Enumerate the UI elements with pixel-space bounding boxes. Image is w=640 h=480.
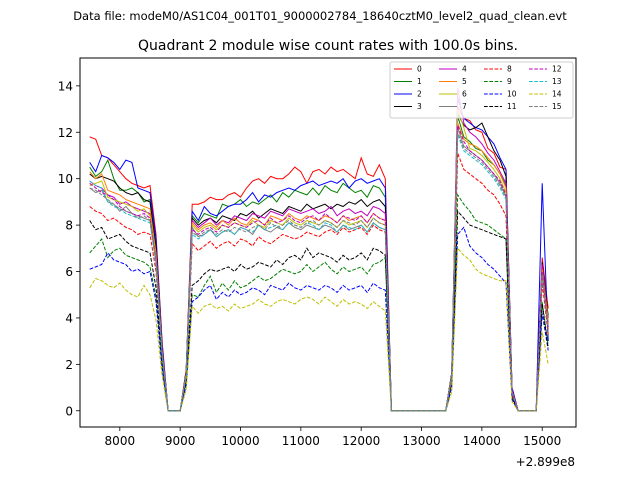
y-tick-label-6: 6 xyxy=(65,265,73,279)
y-tick-label-14: 14 xyxy=(58,79,73,93)
legend-label-13: 13 xyxy=(552,77,562,86)
x-tick-label-13000: 13000 xyxy=(402,434,440,448)
legend-label-7: 7 xyxy=(462,102,467,111)
series-line-15 xyxy=(89,132,549,412)
x-tick-label-11000: 11000 xyxy=(282,434,320,448)
y-tick-label-8: 8 xyxy=(65,219,73,233)
y-tick-label-2: 2 xyxy=(65,358,73,372)
x-tick-label-9000: 9000 xyxy=(165,434,196,448)
y-axis: 0 2 4 6 8 10 12 14 xyxy=(58,79,80,418)
legend-label-4: 4 xyxy=(462,65,467,74)
legend-label-11: 11 xyxy=(507,102,517,111)
legend-label-8: 8 xyxy=(507,65,512,74)
legend-box xyxy=(389,61,574,119)
y-tick-label-4: 4 xyxy=(65,311,73,325)
x-tick-label-12000: 12000 xyxy=(342,434,380,448)
y-tick-label-0: 0 xyxy=(65,404,73,418)
series-line-14 xyxy=(89,247,549,412)
x-tick-label-10000: 10000 xyxy=(221,434,259,448)
legend-label-0: 0 xyxy=(417,65,422,74)
legend-label-1: 1 xyxy=(417,77,422,86)
axes-frame xyxy=(79,57,577,428)
x-tick-label-15000: 15000 xyxy=(523,434,561,448)
chart-title: Quadrant 2 module wise count rates with … xyxy=(138,38,518,54)
legend-label-3: 3 xyxy=(417,102,422,111)
x-tick-label-14000: 14000 xyxy=(463,434,501,448)
plot-lines xyxy=(89,88,549,412)
legend-label-6: 6 xyxy=(462,90,467,99)
legend-label-15: 15 xyxy=(552,102,562,111)
legend-label-9: 9 xyxy=(507,77,512,86)
x-offset-label: +2.899e8 xyxy=(516,455,575,469)
legend-label-14: 14 xyxy=(552,90,562,99)
legend-label-10: 10 xyxy=(507,90,517,99)
legend-label-12: 12 xyxy=(552,65,562,74)
legend-label-2: 2 xyxy=(417,90,422,99)
legend-label-5: 5 xyxy=(462,77,467,86)
y-tick-label-12: 12 xyxy=(58,126,73,140)
series-line-11 xyxy=(89,209,549,412)
y-tick-label-10: 10 xyxy=(58,172,73,186)
x-axis: 8000 9000 10000 11000 12000 13000 14000 15000 xyxy=(105,427,561,448)
data-file-suptitle: Data file: modeM0/AS1C04_001T01_90000027… xyxy=(73,9,567,23)
x-tick-label-8000: 8000 xyxy=(105,434,136,448)
